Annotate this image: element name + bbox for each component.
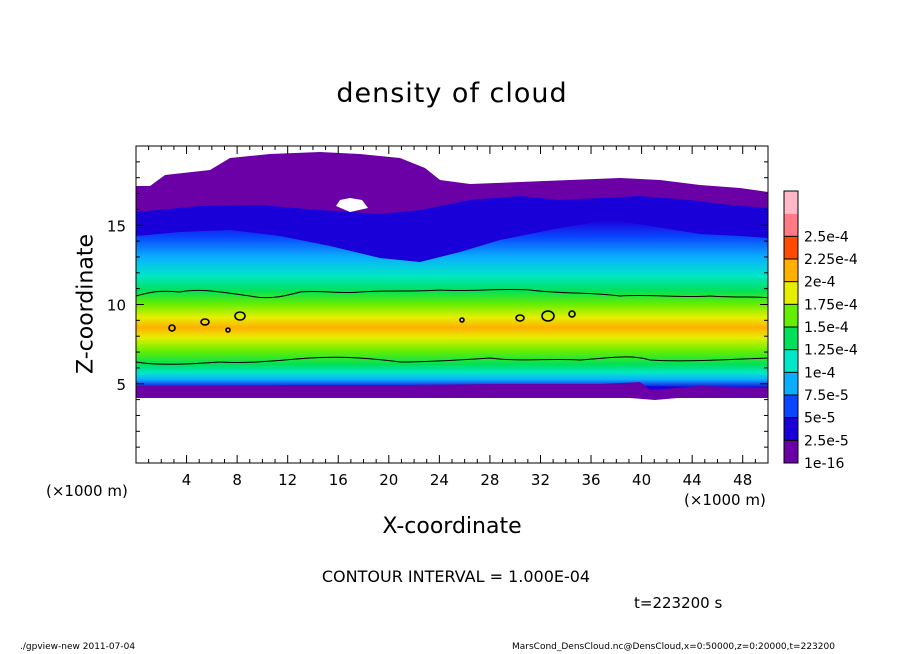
contour-line-upper [136,288,768,299]
x-unit-label-right: (×1000 m) [684,491,766,509]
colorbar-segment [784,213,798,237]
hotspot-6 [541,310,555,322]
x-tick-label: 28 [480,471,499,489]
hotspot-5 [515,314,525,322]
y-tick-label: 5 [116,376,126,394]
colorbar-segment [784,417,798,441]
hotspot-7 [568,310,576,318]
x-axis-label: X-coordinate [382,514,522,539]
colorbar-segment [784,191,798,214]
colorbar-label: 5e-5 [804,411,835,427]
x-tick-label: 8 [232,471,242,489]
cloud-bottom-edge [136,382,768,400]
footer-right-label: MarsCond_DensCloud.nc@DensCloud,x=0:5000… [512,642,835,652]
colorbar-segment [784,440,798,463]
contour-interval-label: CONTOUR INTERVAL = 1.000E-04 [321,567,591,586]
colorbar-label: 2.5e-5 [804,433,849,449]
colorbar-segment [784,395,798,418]
colorbar-label: 1.5e-4 [804,320,849,336]
colorbar-segment [784,304,798,327]
colorbar-label: 1.75e-4 [804,297,858,313]
colorbar-label: 2.5e-4 [804,229,849,245]
colorbar-segment [784,372,798,395]
x-tick-label: 20 [379,471,398,489]
colorbar-label: 2.25e-4 [804,252,858,268]
colorbar-segment [784,281,798,305]
y-tick-label: 10 [107,297,126,315]
x-tick-label: 4 [182,471,192,489]
hotspot-3 [234,311,246,321]
colorbar-label: 1e-4 [804,365,836,381]
x-tick-label: 48 [733,471,752,489]
colorbar-segment [784,349,798,373]
colorbar-label: 7.5e-5 [804,388,849,404]
cloud-white-gap [336,198,368,212]
x-tick-label: 40 [632,471,651,489]
x-tick-label: 16 [329,471,348,489]
x-tick-label: 44 [683,471,702,489]
x-tick-label: 24 [430,471,449,489]
contour-line-lower [136,356,768,365]
x-unit-label-left: (×1000 m) [46,482,128,500]
density-field [136,152,768,400]
hotspot-4 [225,327,231,333]
y-axis-label: Z-coordinate [73,234,99,374]
hotspot-1 [168,324,176,332]
x-tick-label: 12 [278,471,297,489]
x-tick-label: 36 [581,471,600,489]
colorbar-label: 1.25e-4 [804,343,858,359]
colorbar-segment [784,236,798,259]
time-label: t=223200 s [634,594,723,612]
footer-left-label: ./gpview-new 2011-07-04 [20,642,136,652]
colorbar-segment [784,259,798,282]
colorbar: 1e-16 2.5e-5 5e-5 7.5e-5 1e-4 1.25e-4 1.5e-4 1.… [783,190,858,472]
hotspot-2 [200,318,210,326]
contour-hotspots [168,310,576,333]
chart-title: density of cloud [336,78,568,109]
hotspot-8 [459,317,465,323]
y-tick-label: 15 [107,217,126,235]
x-tick-label: 32 [531,471,550,489]
colorbar-label: 2e-4 [804,275,836,291]
colorbar-label: 1e-16 [804,456,844,472]
cloud-core [136,220,768,388]
colorbar-segment [784,327,798,350]
